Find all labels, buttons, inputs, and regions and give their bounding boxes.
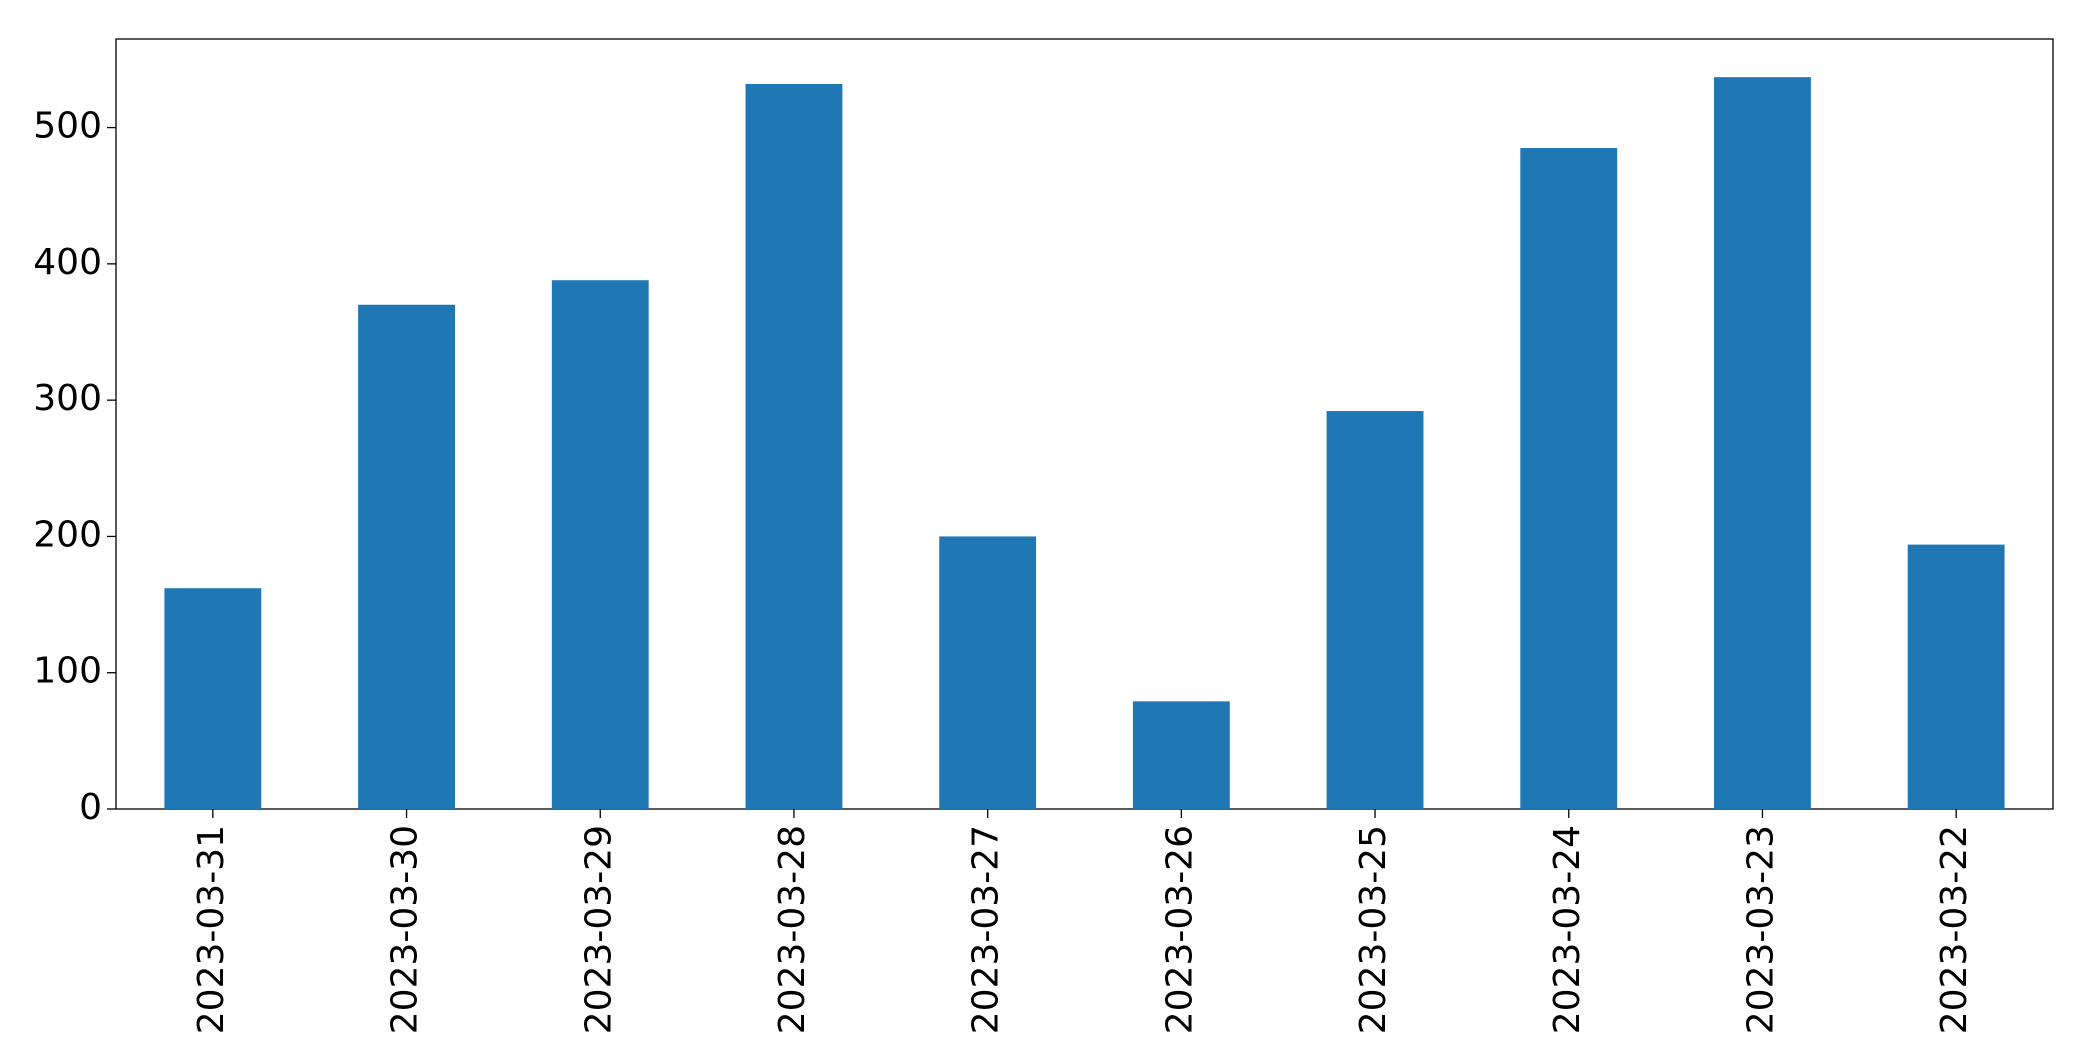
y-tick-label: 400 — [33, 242, 102, 283]
y-tick-label: 200 — [33, 514, 102, 555]
y-tick-label: 100 — [33, 651, 102, 692]
x-tick-label: 2023-03-22 — [1934, 825, 1975, 1034]
x-tick-label: 2023-03-24 — [1547, 825, 1588, 1034]
bar — [1132, 701, 1230, 809]
y-tick-label: 300 — [33, 378, 102, 419]
bar — [745, 83, 843, 809]
bar — [358, 304, 455, 809]
x-tick-label: 2023-03-23 — [1740, 825, 1781, 1034]
bar — [1326, 411, 1424, 809]
y-tick-label: 0 — [79, 787, 102, 828]
x-tick-label: 2023-03-27 — [966, 825, 1007, 1034]
x-tick-label: 2023-03-28 — [772, 825, 813, 1034]
x-tick-label: 2023-03-25 — [1353, 825, 1394, 1034]
x-tick-label: 2023-03-29 — [578, 825, 619, 1034]
x-tick-label: 2023-03-26 — [1159, 825, 1200, 1034]
plot-frame — [115, 38, 2054, 810]
bar — [939, 536, 1037, 809]
x-tick-label: 2023-03-30 — [385, 825, 426, 1034]
bar — [1520, 148, 1618, 809]
x-tick-label: 2023-03-31 — [191, 825, 232, 1034]
bar — [1907, 544, 2005, 809]
bar — [551, 280, 649, 809]
bar — [1714, 77, 1811, 809]
bar — [164, 588, 262, 809]
y-tick-label: 500 — [33, 106, 102, 147]
